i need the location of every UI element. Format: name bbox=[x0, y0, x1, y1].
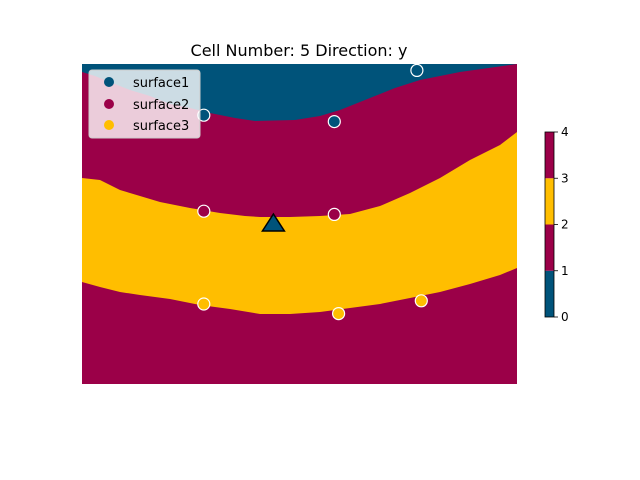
colorbar-tick-label-0: 0 bbox=[561, 310, 569, 324]
legend-label-surface1: surface1 bbox=[133, 76, 189, 91]
surface3-point-1 bbox=[332, 307, 346, 321]
colorbar-tick-label-3: 3 bbox=[561, 171, 569, 185]
scatter-layer bbox=[197, 63, 428, 321]
legend: surface1 surface2 surface3 bbox=[88, 69, 201, 139]
legend-marker-surface1 bbox=[104, 77, 114, 87]
surface3-point-2 bbox=[414, 294, 428, 308]
surface2-point-1 bbox=[327, 207, 341, 221]
surface2-point-0 bbox=[197, 204, 211, 218]
legend-label-surface2: surface2 bbox=[133, 98, 189, 113]
legend-marker-surface2 bbox=[104, 99, 114, 109]
surface3-point-0 bbox=[197, 297, 211, 311]
colorbar-segment-3 bbox=[545, 132, 554, 179]
surface1-point-1 bbox=[327, 114, 341, 129]
colorbar-segment-1 bbox=[545, 224, 554, 271]
colorbar-segment-0 bbox=[545, 270, 554, 317]
colorbar-tick-label-1: 1 bbox=[561, 264, 569, 278]
legend-box bbox=[88, 69, 201, 139]
surface1-point-2 bbox=[410, 63, 424, 78]
legend-marker-surface3 bbox=[104, 120, 114, 130]
colorbar-tick-label-4: 4 bbox=[561, 125, 569, 139]
chart-title: Cell Number: 5 Direction: y bbox=[191, 41, 408, 60]
colorbar-segment-2 bbox=[545, 178, 554, 225]
orientation-marker bbox=[261, 212, 286, 232]
colorbar: 0 1 2 3 4 bbox=[544, 125, 569, 324]
region-surface3 bbox=[82, 132, 517, 314]
colorbar-tick-label-2: 2 bbox=[561, 218, 569, 232]
legend-label-surface3: surface3 bbox=[133, 119, 189, 134]
